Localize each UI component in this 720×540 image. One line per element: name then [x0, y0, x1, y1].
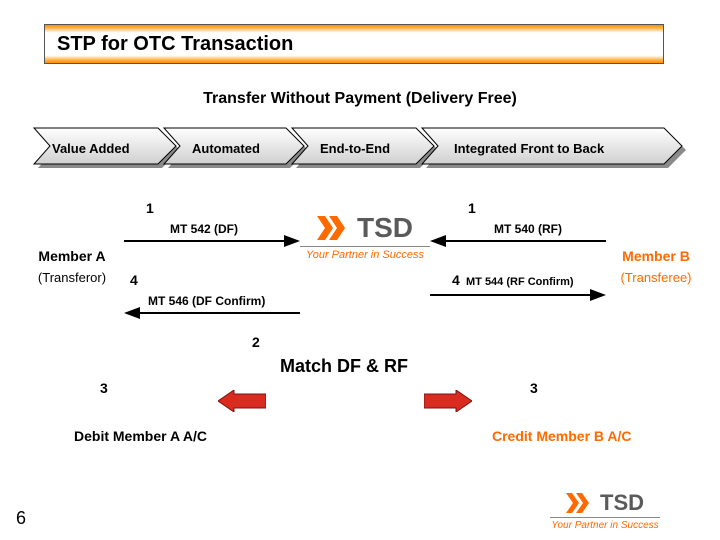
chevron-label: Value Added: [52, 128, 130, 168]
subtitle: Transfer Without Payment (Delivery Free): [0, 90, 720, 108]
step-num: 1: [146, 200, 154, 216]
slide-number: 6: [16, 508, 26, 529]
member-b-name: Member B: [606, 248, 706, 264]
arrow-left-icon: [430, 234, 606, 248]
chevron-label: Automated: [192, 128, 260, 168]
logo-chevrons-icon: [317, 214, 351, 242]
logo-text: TSD: [357, 212, 413, 244]
logo-tagline: Your Partner in Success: [551, 520, 658, 531]
chevron-label: Integrated Front to Back: [454, 128, 604, 168]
arrow-right-icon: [124, 234, 300, 248]
logo-tagline: Your Partner in Success: [306, 249, 424, 261]
page-title: STP for OTC Transaction: [57, 33, 293, 56]
flow-lines: [90, 268, 630, 438]
chevron-label: End-to-End: [320, 128, 390, 168]
step-num: 1: [468, 200, 476, 216]
chevron-row: Value Added Automated End-to-End Integra…: [36, 128, 684, 170]
title-bar: STP for OTC Transaction: [44, 24, 664, 64]
logo-text: TSD: [600, 490, 644, 516]
logo-chevrons-icon: [566, 492, 594, 514]
tsd-logo-corner: TSD Your Partner in Success: [550, 490, 660, 531]
tsd-logo-center: TSD Your Partner in Success: [300, 212, 430, 261]
member-a-name: Member A: [22, 248, 122, 264]
